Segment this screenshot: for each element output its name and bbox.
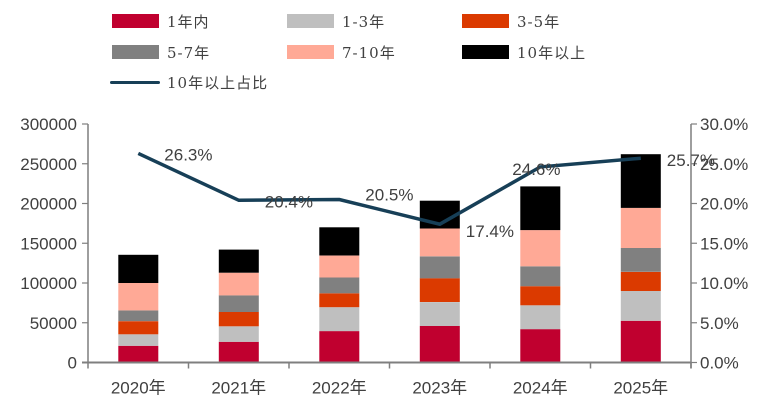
bar-segment-2025-s5 xyxy=(620,154,661,208)
legend-label-10yr-plus-share: 10年以上占比 xyxy=(167,73,269,92)
bar-segment-2024-s4 xyxy=(520,230,561,267)
bar-segment-2021-s4 xyxy=(218,272,259,296)
share-data-label: 25.7% xyxy=(667,151,715,170)
share-line xyxy=(137,151,641,227)
legend-swatch-10yr-plus xyxy=(462,45,509,59)
bar-segment-2020-s1 xyxy=(118,334,159,346)
bar-segment-2020-s0 xyxy=(118,345,159,363)
legend-item-5-7yr: 5-7年 xyxy=(112,42,210,62)
bar-segment-2022-s4 xyxy=(319,255,360,278)
bar-segment-2023-s1 xyxy=(419,302,460,326)
legend-label-10yr-plus: 10年以上 xyxy=(517,43,587,62)
axes-group: 0 50000 100000 150000 200000 250000 300000 0.0%… xyxy=(20,115,748,398)
legend-label-5-7yr: 5-7年 xyxy=(167,43,211,62)
x-axis-tick-label: 2023年 xyxy=(412,379,467,398)
right-axis-tick-label: 30.0% xyxy=(700,115,748,134)
legend-item-1yr: 1年内 xyxy=(112,11,210,31)
bar-segment-2025-s0 xyxy=(620,320,661,363)
legend-item-7-10yr: 7-10年 xyxy=(287,42,396,62)
labels-group: 26.3% 20.4% 20.5% 17.4% 24.6% 25.7% xyxy=(164,145,715,241)
left-axis-tick-label: 50000 xyxy=(30,314,77,333)
bar-segment-2024-s3 xyxy=(520,266,561,287)
right-axis-tick-label: 15.0% xyxy=(700,234,748,253)
legend-item-10yr-plus-share: 10年以上占比 xyxy=(110,72,269,92)
right-axis-tick-label: 25.0% xyxy=(700,155,748,174)
bar-segment-2025-s4 xyxy=(620,207,661,248)
legend-swatch-5-7yr xyxy=(112,45,159,59)
bar-segment-2022-s5 xyxy=(319,227,360,256)
bar-segment-2023-s0 xyxy=(419,325,460,363)
bar-segment-2020-s2 xyxy=(118,321,159,335)
bar-segment-2024-s2 xyxy=(520,286,561,306)
bar-segment-2025-s1 xyxy=(620,290,661,321)
bar-segment-2024-s0 xyxy=(520,329,561,363)
right-axis-tick-label: 10.0% xyxy=(700,274,748,293)
bar-segment-2020-s3 xyxy=(118,310,159,322)
bar-segment-2023-s2 xyxy=(419,278,460,302)
right-axis-tick-label: 0.0% xyxy=(700,354,739,373)
x-axis-tick-label: 2025年 xyxy=(613,379,668,398)
legend-item-1-3yr: 1-3年 xyxy=(287,11,385,31)
share-data-label: 17.4% xyxy=(466,222,514,241)
legend-swatch-1yr xyxy=(112,14,159,28)
right-axis-tick-label: 20.0% xyxy=(700,195,748,214)
legend-label-7-10yr: 7-10年 xyxy=(342,43,396,62)
x-axis-tick-label: 2022年 xyxy=(312,379,367,398)
bar-segment-2022-s1 xyxy=(319,307,360,332)
x-axis-tick-label: 2024年 xyxy=(513,379,568,398)
legend-swatch-1-3yr xyxy=(287,14,334,28)
left-axis-tick-label: 250000 xyxy=(20,155,77,174)
left-axis-tick-label: 0 xyxy=(68,354,77,373)
legend-line-10yr-plus-share xyxy=(110,80,160,84)
chart-legend: 1年内 1-3年 3-5年 5-7年 7-10年 10年以上 10年以上占比 xyxy=(0,0,770,100)
bar-segment-2023-s4 xyxy=(419,228,460,257)
bar-segment-2021-s5 xyxy=(218,249,259,273)
bar-segment-2024-s5 xyxy=(520,186,561,231)
line-group xyxy=(137,151,641,227)
bar-segment-2025-s2 xyxy=(620,271,661,291)
bar-segment-2021-s1 xyxy=(218,326,259,342)
bar-segment-2022-s0 xyxy=(319,331,360,363)
x-axis-tick-label: 2021年 xyxy=(211,379,266,398)
bar-segment-2022-s2 xyxy=(319,293,360,308)
share-data-label: 24.6% xyxy=(512,160,560,179)
legend-label-1yr: 1年内 xyxy=(167,12,210,31)
legend-item-3-5yr: 3-5年 xyxy=(462,11,560,31)
legend-swatch-7-10yr xyxy=(287,45,334,59)
share-data-label: 26.3% xyxy=(164,145,212,164)
x-axis-tick-label: 2020年 xyxy=(111,379,166,398)
bar-segment-2025-s3 xyxy=(620,248,661,272)
bar-segment-2021-s0 xyxy=(218,341,259,363)
left-axis-tick-label: 300000 xyxy=(20,115,77,134)
legend-label-1-3yr: 1-3年 xyxy=(342,12,386,31)
bar-segment-2021-s2 xyxy=(218,312,259,327)
share-data-label: 20.4% xyxy=(265,192,313,211)
legend-swatch-3-5yr xyxy=(462,14,509,28)
bar-segment-2020-s4 xyxy=(118,283,159,311)
left-axis-tick-label: 200000 xyxy=(20,195,77,214)
left-axis-tick-label: 100000 xyxy=(20,274,77,293)
bar-segment-2022-s3 xyxy=(319,277,360,294)
bar-segment-2021-s3 xyxy=(218,295,259,312)
share-data-label: 20.5% xyxy=(365,186,413,205)
bar-segment-2023-s3 xyxy=(419,256,460,279)
legend-item-10yr-plus: 10年以上 xyxy=(462,42,586,62)
left-axis-tick-label: 150000 xyxy=(20,234,77,253)
legend-label-3-5yr: 3-5年 xyxy=(517,12,561,31)
bar-segment-2024-s1 xyxy=(520,305,561,330)
bars-group xyxy=(118,154,661,363)
bar-segment-2020-s5 xyxy=(118,254,159,283)
right-axis-tick-label: 5.0% xyxy=(700,314,739,333)
